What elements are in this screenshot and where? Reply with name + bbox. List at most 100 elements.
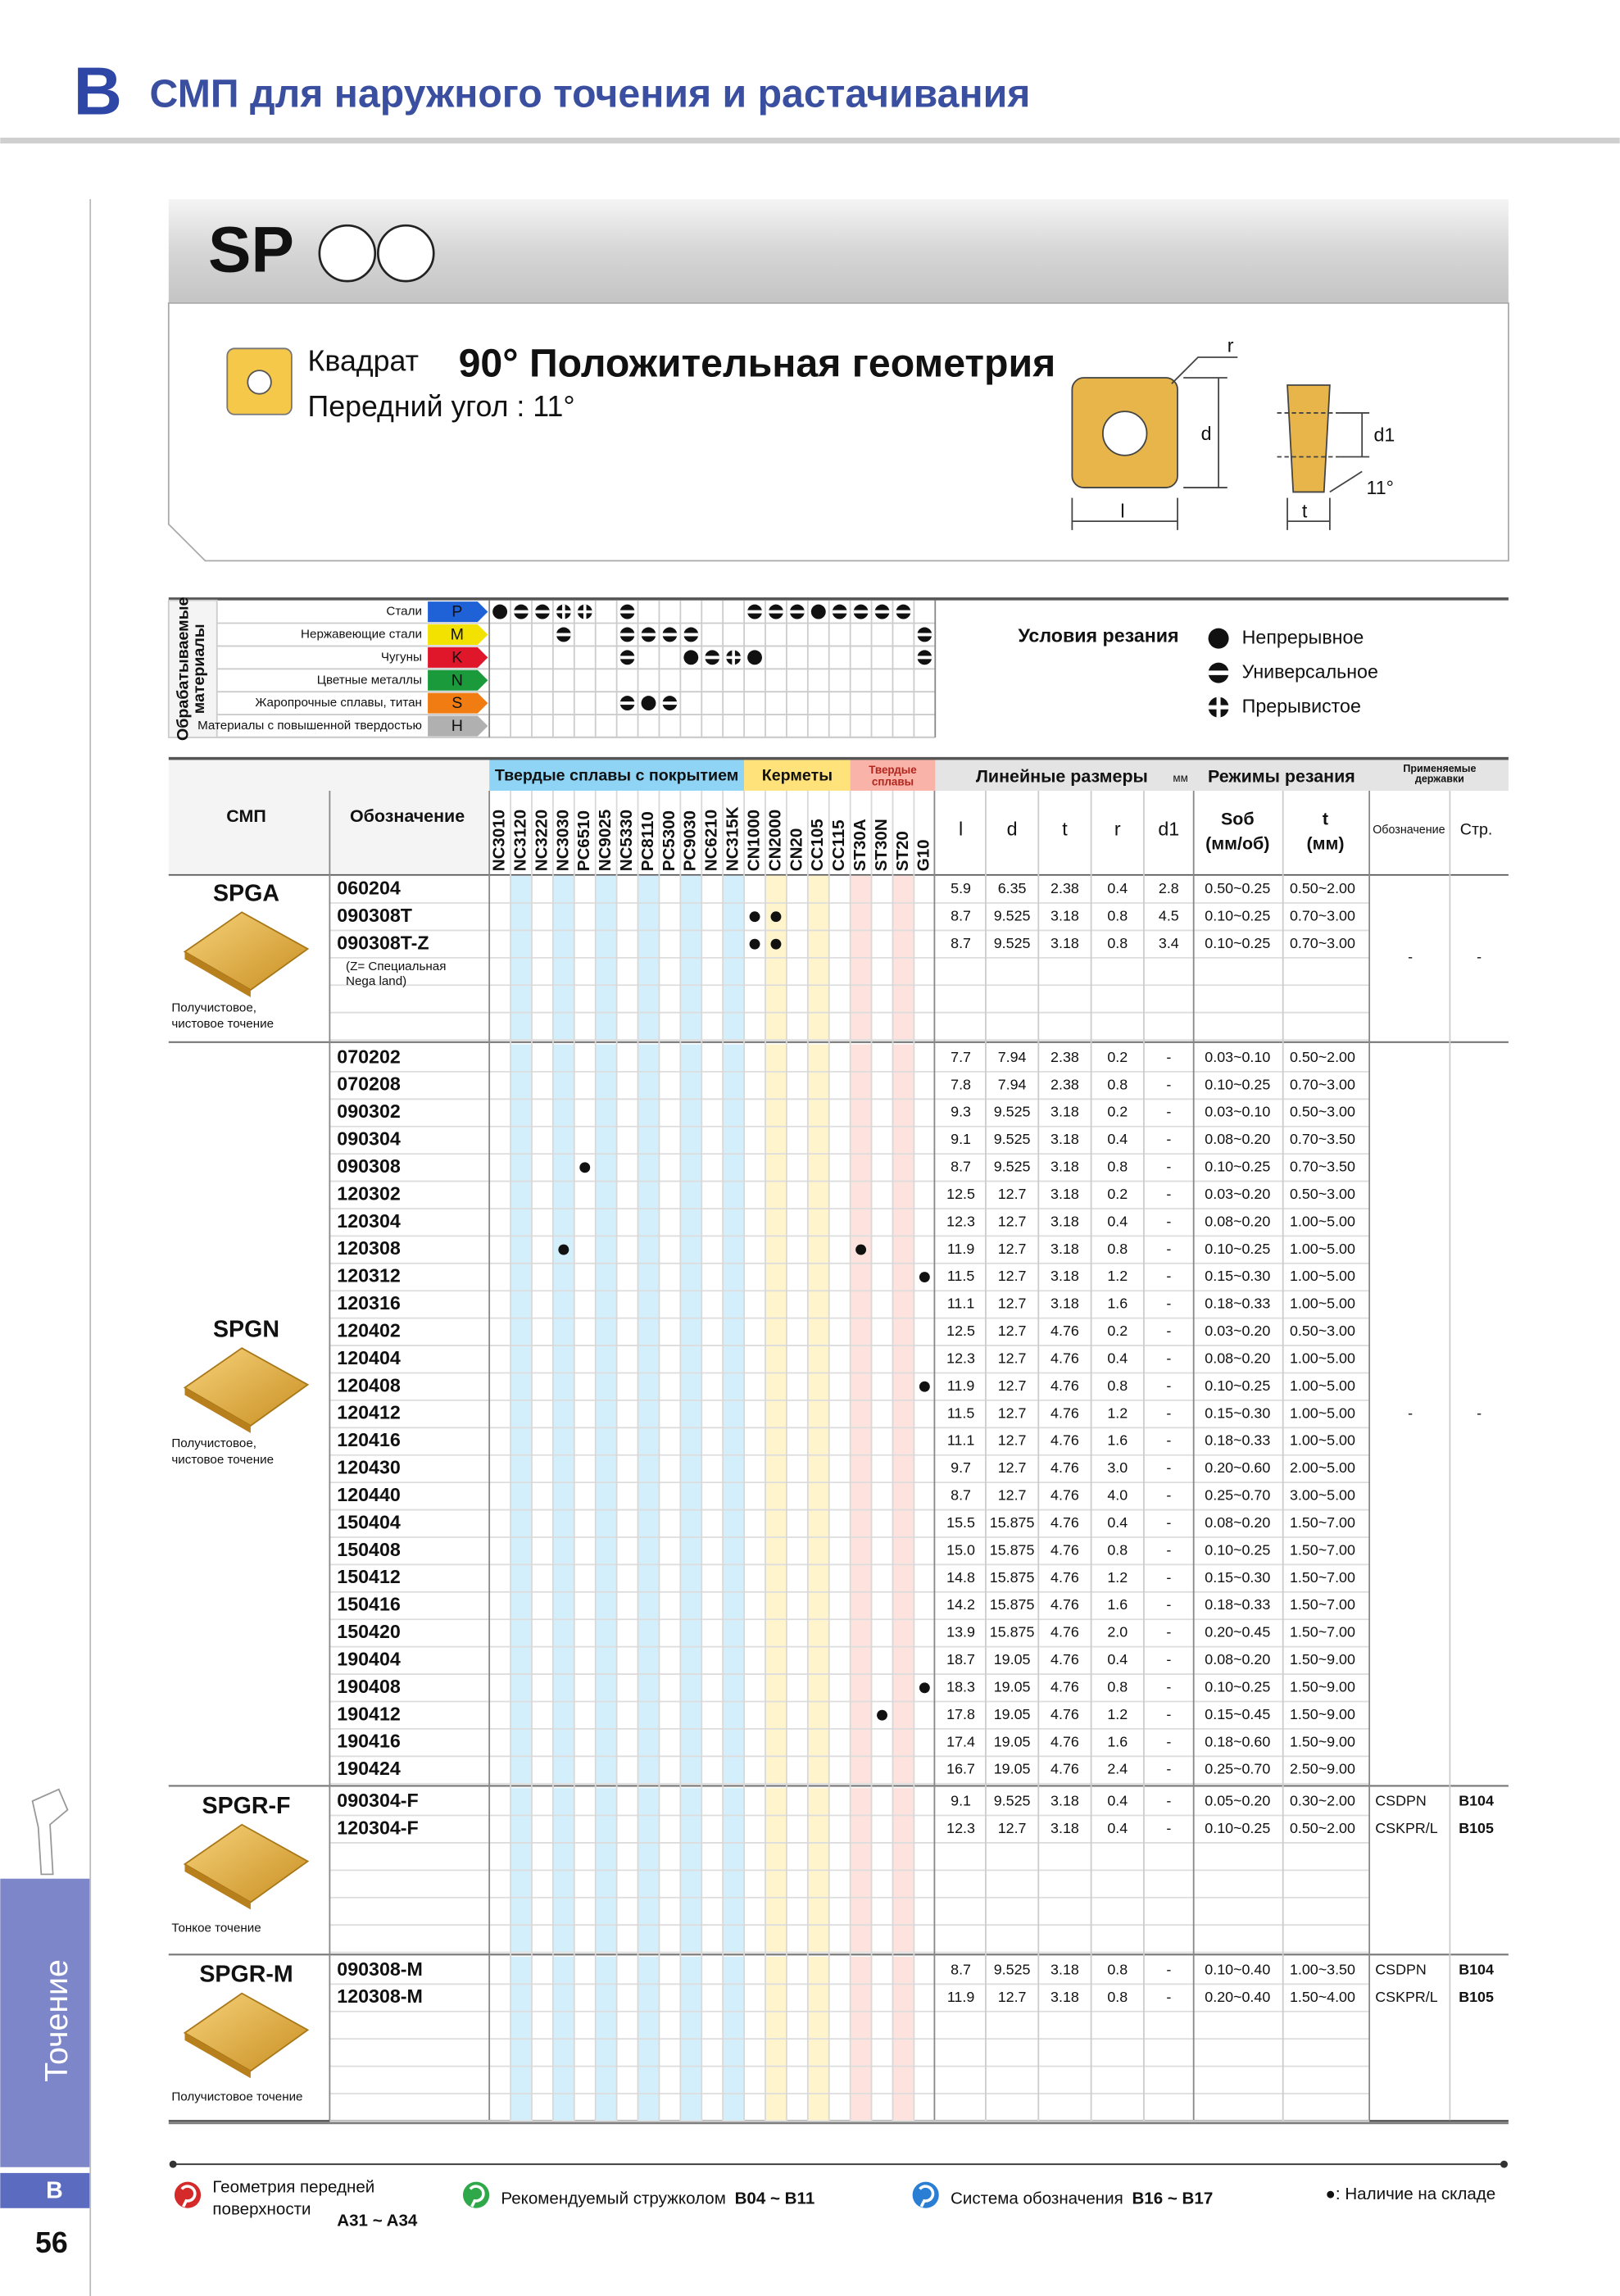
depth: 2.00~5.00: [1290, 1459, 1355, 1476]
dimension: 7.94: [998, 1076, 1027, 1092]
dimension: 0.4: [1107, 1514, 1128, 1531]
iso-letter: H: [452, 717, 463, 735]
depth: 1.00~5.00: [1290, 1377, 1355, 1394]
designation: 120430: [337, 1457, 400, 1478]
dimension: 3.18: [1051, 935, 1079, 951]
iso-letter: K: [452, 648, 462, 666]
designation: 120402: [337, 1319, 400, 1341]
grade-name: ST20: [893, 831, 912, 871]
condition-symbol: [896, 604, 911, 619]
header-band: [934, 760, 1509, 791]
grade-column: [765, 790, 787, 874]
dimension: 4.76: [1051, 1323, 1079, 1339]
condition-symbol: [874, 604, 890, 619]
dimension: 1.6: [1107, 1295, 1128, 1312]
dimension: -: [1166, 1678, 1171, 1695]
dimension: 12.3: [946, 1213, 975, 1229]
link-ref: A31 ~ A34: [337, 2211, 418, 2230]
dimension: 4.76: [1051, 1761, 1079, 1777]
grade-name: G10: [914, 839, 933, 871]
dimension: 4.76: [1051, 1487, 1079, 1504]
dimension: 4.76: [1051, 1432, 1079, 1449]
dimension: 17.8: [946, 1706, 975, 1722]
condition-symbol: [705, 650, 720, 665]
dimension: 0.8: [1107, 1961, 1128, 1977]
grade-column: [850, 790, 872, 874]
code-placeholder: [318, 224, 377, 283]
dimension: 3.18: [1051, 1131, 1079, 1147]
holder: -: [1408, 949, 1413, 965]
insert-image: [183, 1347, 310, 1427]
grade-name: ST30A: [851, 819, 869, 871]
feed: 0.18~0.33: [1205, 1596, 1270, 1613]
dimension: 0.8: [1107, 935, 1128, 951]
dimension: 5.9: [951, 880, 971, 896]
link-label: Геометрия передней поверхности: [212, 2178, 374, 2219]
symbol-disc: [683, 650, 699, 665]
sidebar-section: Точение: [39, 1959, 75, 2082]
designation: 120316: [337, 1292, 401, 1314]
dimension: 4.76: [1051, 1733, 1079, 1749]
insert-image-side: [184, 1387, 251, 1433]
legend-label: Универсальное: [1242, 660, 1378, 682]
dimension: 4.76: [1051, 1350, 1079, 1366]
dimension: -: [1166, 1377, 1171, 1394]
designation: 090304-F: [337, 1790, 418, 1811]
grade-stripe: [807, 1044, 829, 1784]
dimension: -: [1166, 1793, 1171, 1809]
grade-name: PC8110: [638, 811, 657, 871]
condition-symbol: [619, 696, 635, 711]
text-line: Применяемые: [1403, 763, 1476, 774]
dim-header: t: [1062, 818, 1068, 839]
dimension: 0.8: [1107, 1989, 1128, 2005]
iso-badge: [428, 715, 488, 737]
dimension: -: [1166, 1131, 1171, 1147]
label: (мм): [1307, 834, 1345, 854]
diagram-label: t: [1302, 501, 1308, 522]
feed: 0.08~0.20: [1205, 1651, 1270, 1668]
dimension: -: [1166, 1569, 1171, 1586]
designation: 190408: [337, 1676, 401, 1697]
condition-symbol: [769, 604, 783, 619]
dimension: -: [1166, 1104, 1171, 1120]
dimension: 4.76: [1051, 1569, 1079, 1586]
feed: 0.20~0.40: [1205, 1989, 1270, 2005]
stock-dot: [579, 1162, 591, 1173]
designation: 120304-F: [337, 1817, 418, 1838]
page-title: СМП для наружного точения и растачивания: [150, 72, 1031, 116]
iso-letter: N: [452, 671, 463, 689]
designation-note: (Z= Специальная Nega land): [346, 960, 446, 988]
dimension: 15.875: [990, 1596, 1035, 1613]
dimension: 4.76: [1051, 1404, 1079, 1421]
insert-image: [183, 1823, 310, 1904]
dimension: 17.4: [946, 1733, 975, 1749]
depth: 0.50~3.00: [1290, 1104, 1355, 1120]
link-icon-arrow: [919, 2185, 935, 2208]
dimension: 1.6: [1107, 1432, 1128, 1449]
stock-dot: [919, 1272, 930, 1282]
depth: 1.50~4.00: [1290, 1989, 1355, 2005]
dimension: 15.875: [990, 1514, 1035, 1531]
dimension: 0.4: [1107, 1350, 1128, 1366]
feed: 0.18~0.60: [1205, 1733, 1270, 1749]
iso-badge: [428, 624, 488, 645]
dimension: 3.18: [1051, 1104, 1079, 1120]
label: Применяемые державки: [1403, 763, 1476, 785]
label: Обозначение: [1373, 824, 1445, 837]
condition-symbol: [747, 650, 762, 665]
condition-symbol: [619, 627, 635, 642]
dimension: 11.1: [947, 1432, 975, 1449]
condition-symbol: [810, 604, 826, 619]
condition-symbol: [492, 604, 508, 619]
diagram-label: d: [1201, 423, 1212, 444]
depth: 1.00~5.00: [1290, 1268, 1355, 1284]
designation: 120412: [337, 1402, 400, 1423]
depth: 0.70~3.00: [1290, 935, 1355, 951]
depth: 0.30~2.00: [1290, 1793, 1355, 1809]
dimension: 8.7: [951, 1961, 971, 1977]
dimension: 4.76: [1051, 1706, 1079, 1722]
designation: 120312: [337, 1265, 400, 1286]
depth: 1.50~7.00: [1290, 1624, 1355, 1640]
depth: 1.50~7.00: [1290, 1514, 1355, 1531]
dimension: 3.18: [1051, 1820, 1079, 1836]
